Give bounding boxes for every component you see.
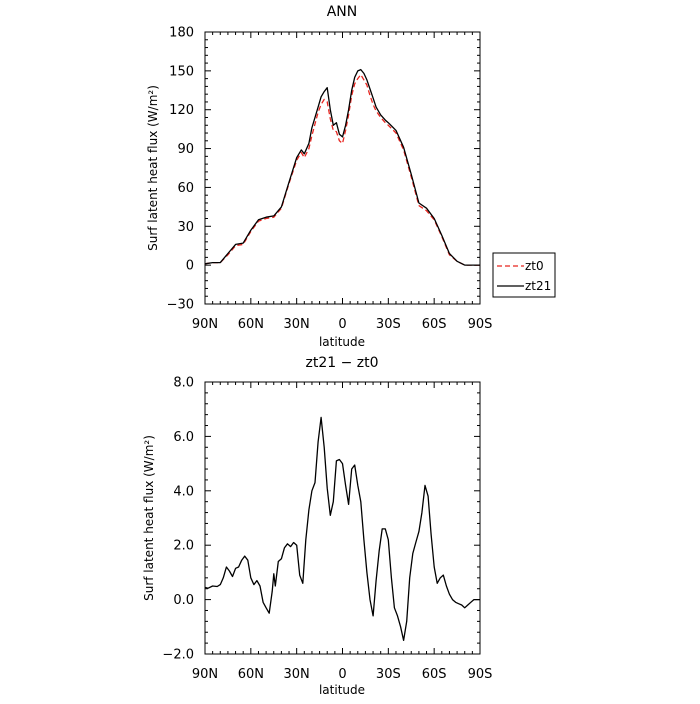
panel2-series-line xyxy=(204,416,480,642)
panel1-y-tick-label: −30 xyxy=(167,298,194,313)
panel2-y-tick-label: −2.0 xyxy=(162,648,194,663)
legend-label-zt0: zt0 xyxy=(525,259,544,273)
legend-frame xyxy=(492,252,556,298)
panel2-x-tick-label: 30S xyxy=(376,667,401,682)
panel1-y-tick-label: 180 xyxy=(169,26,194,41)
panel1-x-tick-label: 90S xyxy=(468,317,493,332)
series-line-zt21 xyxy=(204,68,480,266)
panel2-plot: −2.0 0.0 2.0 4.0 6.0 8.0 90N 60N 30N 0 30S 60S 90S xyxy=(162,376,492,683)
panel1-y-tick-label: 60 xyxy=(177,181,194,196)
panel2-x-tick-label: 90N xyxy=(192,667,218,682)
legend-label-zt21: zt21 xyxy=(525,279,551,293)
panel1-y-tick-label: 30 xyxy=(177,220,194,235)
panel2-y-axis-label: Surf latent heat flux (W/m²) xyxy=(142,435,156,601)
panel2-y-tick-label: 0.0 xyxy=(173,593,194,608)
panel2-x-axis-label: latitude xyxy=(319,683,365,697)
legend: zt0 zt21 xyxy=(492,252,556,298)
panel1-x-tick-label: 30N xyxy=(284,317,310,332)
panel1-y-axis-label: Surf latent heat flux (W/m²) xyxy=(146,85,160,251)
panel2-y-tick-label: 2.0 xyxy=(173,539,194,554)
panel1-x-tick-label: 60N xyxy=(238,317,264,332)
panel2-title: zt21 − zt0 xyxy=(305,355,378,371)
panel1-x-tick-label: 60S xyxy=(422,317,447,332)
series-line-zt0 xyxy=(204,74,480,266)
panel2-x-tick-label: 60N xyxy=(238,667,264,682)
panel1-y-tick-label: 120 xyxy=(169,103,194,118)
panel2-y-tick-label: 4.0 xyxy=(173,484,194,499)
panel1-x-axis-label: latitude xyxy=(319,335,365,349)
panel2-frame xyxy=(204,381,481,655)
panel1-x-tick-label: 30S xyxy=(376,317,401,332)
panel2-x-tick-label: 30N xyxy=(284,667,310,682)
panel2-x-tick-label: 0 xyxy=(338,667,346,682)
panel1-frame xyxy=(204,31,481,305)
panel1-y-tick-label: 0 xyxy=(186,259,194,274)
panel1-x-tick-label: 90N xyxy=(192,317,218,332)
panel1-y-tick-label: 90 xyxy=(177,142,194,157)
panel1-plot: −30 0 30 60 90 120 150 180 90N 60N 30N 0 30S 60S 90S xyxy=(167,26,493,333)
panel2-x-tick-label: 90S xyxy=(468,667,493,682)
panel1-y-tick-label: 150 xyxy=(169,64,194,79)
panel1-title: ANN xyxy=(327,4,358,20)
panel1-x-tick-label: 0 xyxy=(338,317,346,332)
panel2-y-tick-label: 6.0 xyxy=(173,430,194,445)
panel2-x-tick-label: 60S xyxy=(422,667,447,682)
panel2-y-tick-label: 8.0 xyxy=(173,376,194,391)
